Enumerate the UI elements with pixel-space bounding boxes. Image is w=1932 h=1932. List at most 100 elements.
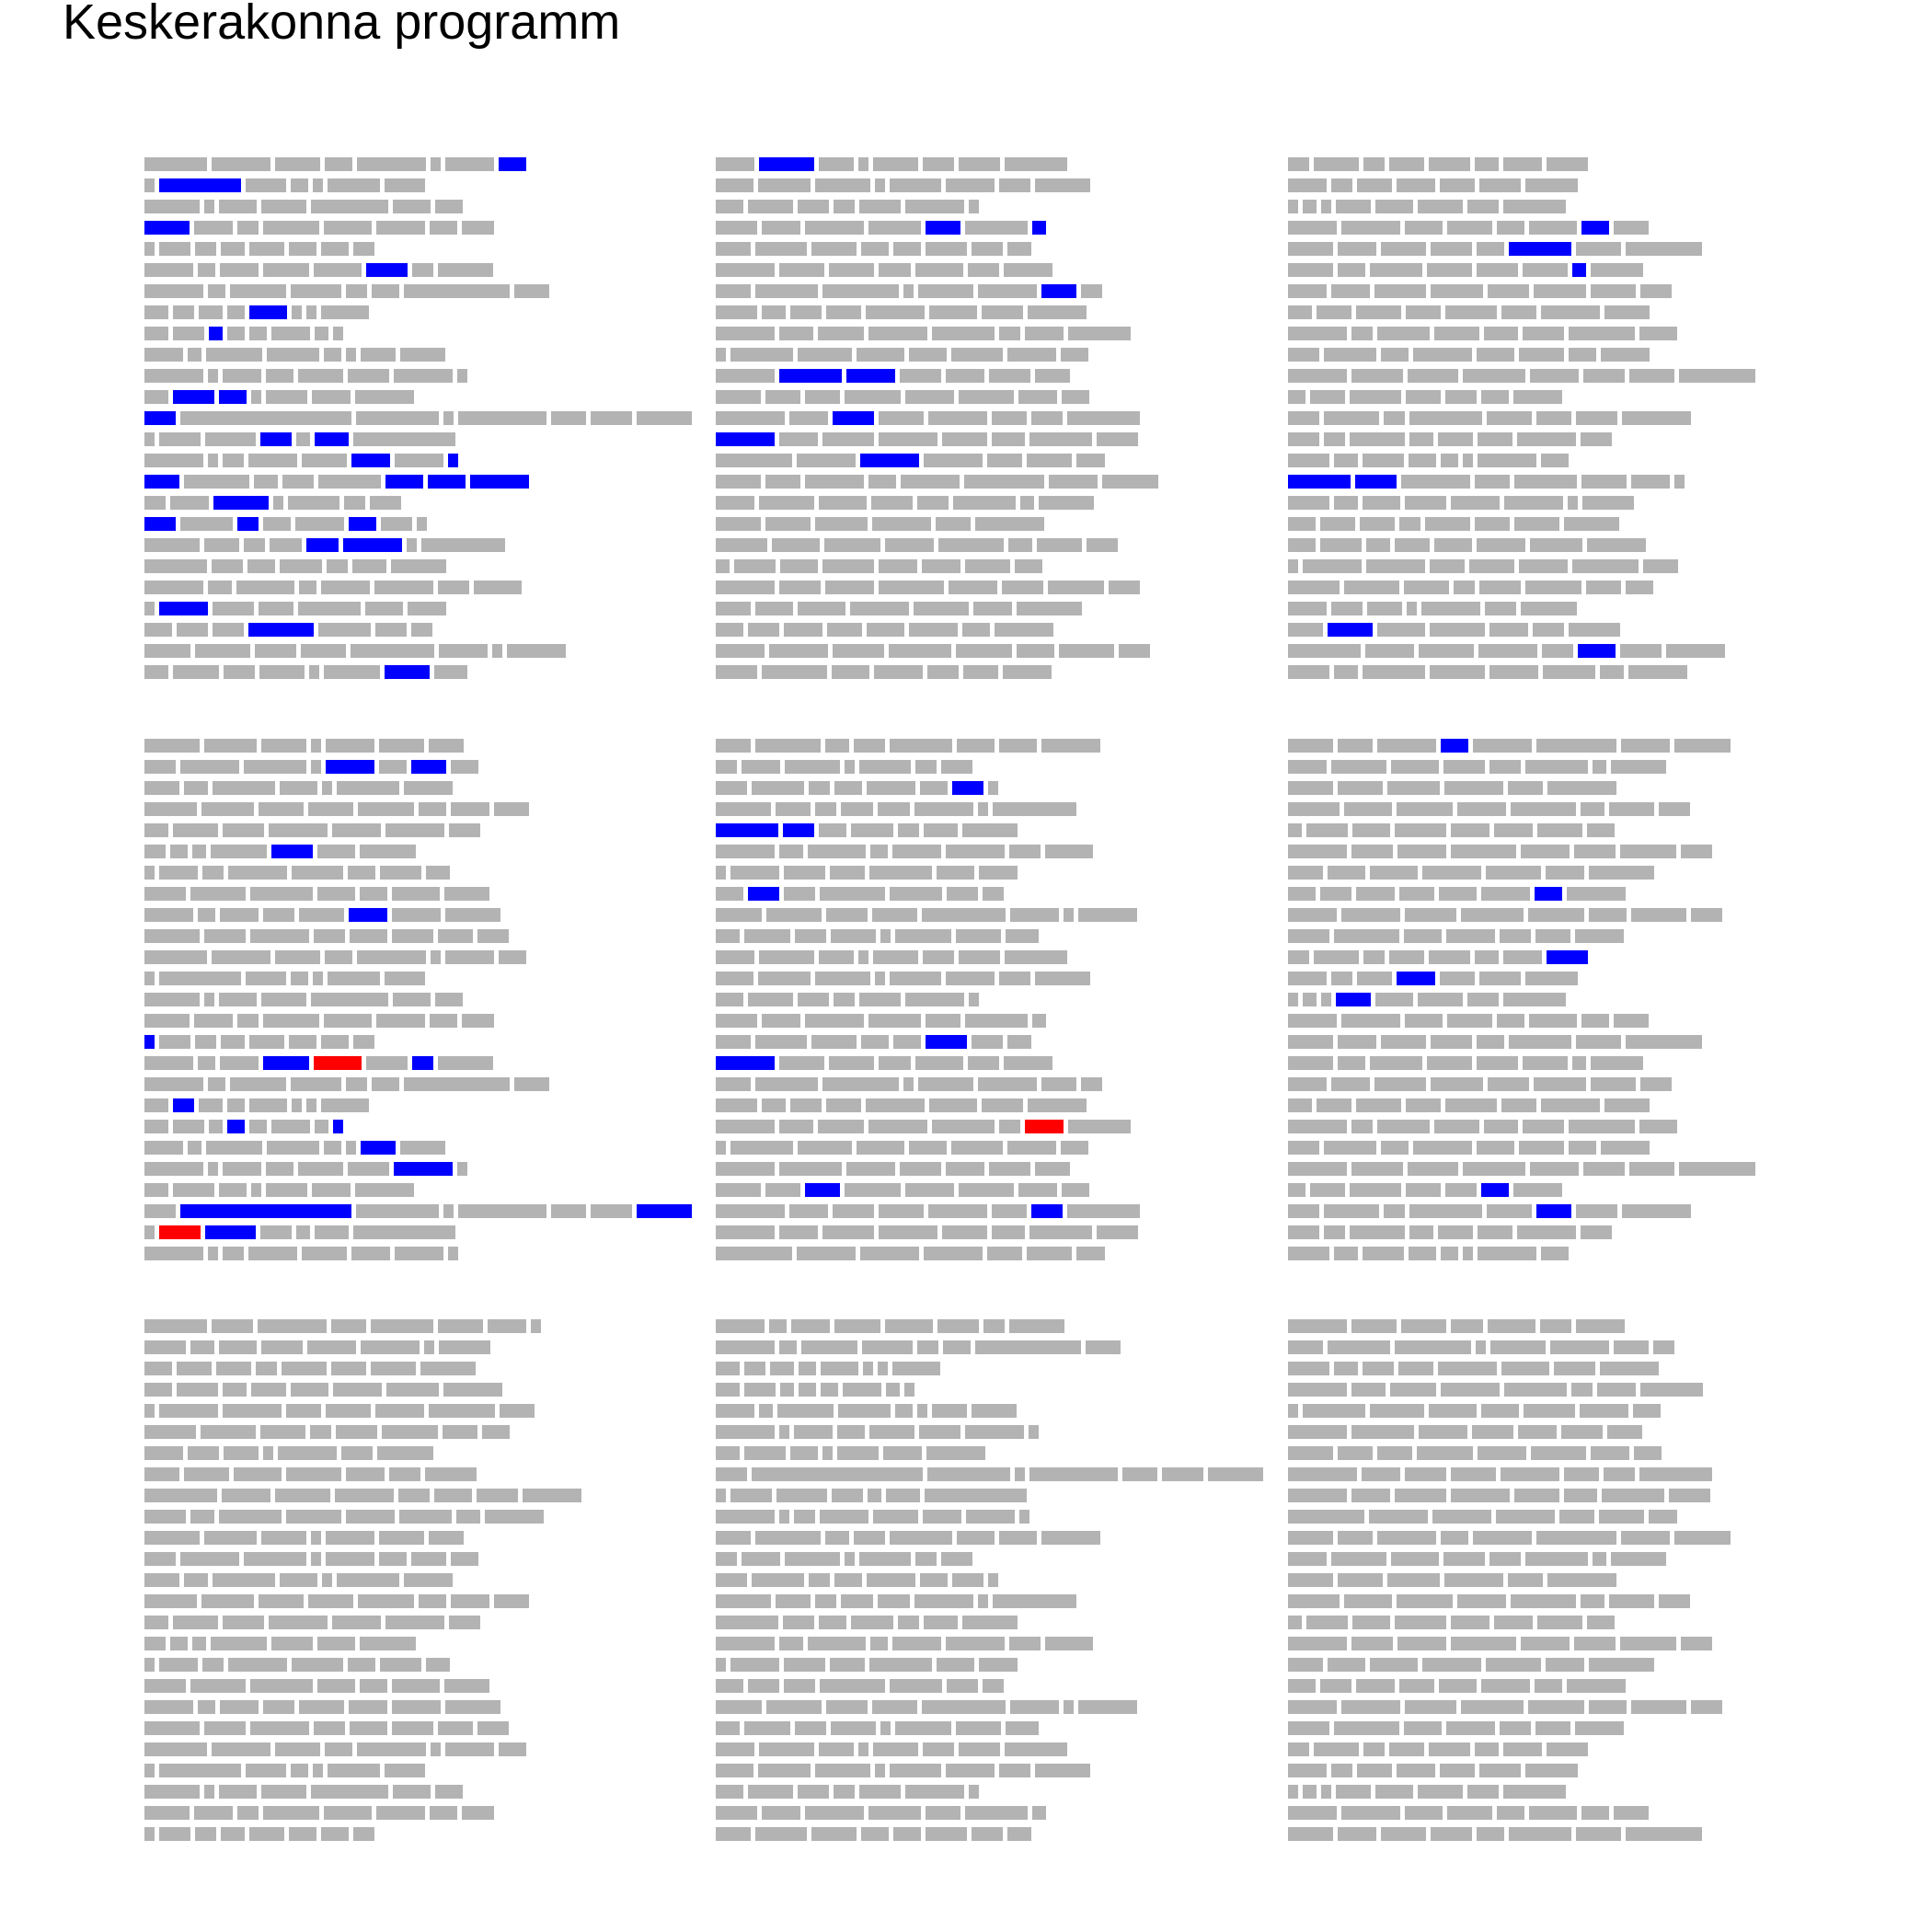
word-bar <box>1017 602 1082 615</box>
word-bar <box>783 1616 814 1629</box>
word-bar <box>1288 1489 1347 1502</box>
word-bar <box>1521 1637 1570 1650</box>
word-bar <box>1547 1573 1616 1587</box>
word-bar <box>759 1742 814 1756</box>
word-bar <box>311 1785 388 1799</box>
word-bar <box>1523 327 1564 340</box>
word-bar <box>1303 200 1317 213</box>
word-bar <box>819 823 846 837</box>
word-bar <box>872 1700 917 1714</box>
word-bar <box>766 908 822 922</box>
word-bar <box>1352 1616 1390 1629</box>
word-bar <box>385 1616 444 1629</box>
panel-2 <box>716 157 1158 679</box>
word-bar <box>1604 305 1650 319</box>
word-bar <box>920 1573 948 1587</box>
word-bar <box>1409 432 1433 446</box>
word-bar <box>1366 559 1425 573</box>
word-bar <box>1004 263 1052 277</box>
word-bar <box>1288 845 1347 858</box>
word-bar <box>922 908 1006 922</box>
word-bar <box>784 866 825 880</box>
highlight-blue <box>361 1141 396 1155</box>
word-bar <box>311 993 388 1006</box>
word-bar <box>794 1425 833 1439</box>
word-bar <box>952 1573 983 1587</box>
highlight-blue <box>1032 221 1046 235</box>
word-bar <box>716 845 775 858</box>
word-bar <box>275 1742 320 1756</box>
word-bar <box>1288 1827 1333 1841</box>
word-bar <box>870 845 888 858</box>
word-bar <box>190 1510 214 1524</box>
word-bar <box>798 348 852 362</box>
highlight-blue <box>1572 263 1586 277</box>
word-bar <box>890 1679 942 1693</box>
word-bar <box>909 348 947 362</box>
word-bar <box>716 369 775 383</box>
word-bar <box>1659 1594 1690 1608</box>
word-bar <box>311 200 388 213</box>
word-bar <box>946 972 995 985</box>
word-bar <box>937 1658 974 1672</box>
word-bar <box>438 263 493 277</box>
word-bar <box>144 1383 172 1397</box>
word-bar <box>820 887 885 901</box>
word-bar <box>353 1035 374 1049</box>
word-bar <box>716 1637 775 1650</box>
word-bar <box>946 845 1005 858</box>
word-bar <box>250 887 313 901</box>
word-bar <box>1363 157 1385 171</box>
word-bar <box>180 760 239 774</box>
word-bar <box>1328 866 1365 880</box>
word-bar <box>1649 1510 1677 1524</box>
word-bar <box>1288 665 1329 679</box>
word-bar <box>335 1489 394 1502</box>
word-bar <box>1320 538 1362 552</box>
word-bar <box>903 284 914 298</box>
word-bar <box>376 1014 425 1028</box>
word-bar <box>1484 1120 1518 1133</box>
word-bar <box>957 739 995 753</box>
word-bar <box>1288 739 1333 753</box>
word-bar <box>1536 411 1571 425</box>
word-bar <box>313 1764 323 1777</box>
word-bar <box>1341 1700 1400 1714</box>
word-bar <box>1653 1340 1674 1354</box>
word-bar <box>1691 1700 1722 1714</box>
word-bar <box>1447 221 1492 235</box>
word-bar <box>730 866 779 880</box>
word-bar <box>1288 390 1305 404</box>
word-bar <box>1288 1247 1329 1260</box>
word-bar <box>1567 1679 1626 1693</box>
highlight-blue <box>637 1204 692 1218</box>
word-bar <box>261 200 306 213</box>
word-bar <box>204 739 257 753</box>
word-bar <box>1344 581 1399 594</box>
word-bar <box>144 781 179 795</box>
word-bar <box>204 929 246 943</box>
word-bar <box>220 1056 259 1070</box>
word-bar <box>306 305 316 319</box>
word-bar <box>1306 1616 1348 1629</box>
word-bar <box>1580 1404 1628 1418</box>
word-bar <box>748 1785 793 1799</box>
word-bar <box>1363 950 1385 964</box>
word-bar <box>964 475 1044 489</box>
word-bar <box>716 781 747 795</box>
word-bar <box>1477 1056 1518 1070</box>
word-bar <box>854 739 885 753</box>
word-bar <box>779 581 821 594</box>
word-bar <box>353 432 455 446</box>
word-bar <box>1357 972 1392 985</box>
word-bar <box>1669 1489 1710 1502</box>
highlight-blue <box>952 781 983 795</box>
word-bar <box>929 1098 977 1112</box>
word-bar <box>448 1247 458 1260</box>
word-bar <box>531 1319 541 1333</box>
word-bar <box>1497 1806 1524 1820</box>
word-bar <box>144 1467 179 1481</box>
word-bar <box>1431 1077 1483 1091</box>
word-bar <box>1614 1014 1649 1028</box>
word-bar <box>1331 284 1370 298</box>
